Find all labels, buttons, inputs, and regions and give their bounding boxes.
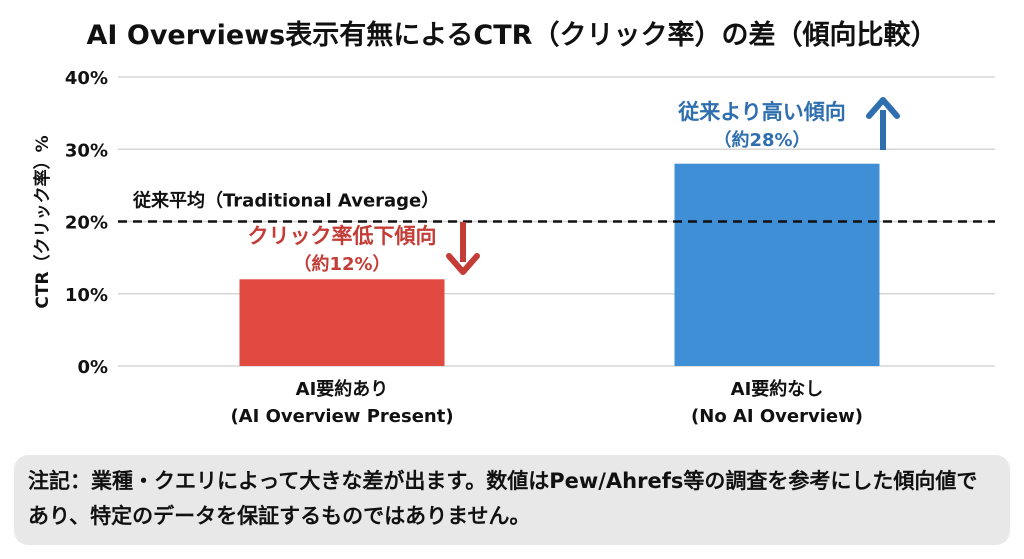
y-tick-label: 40% [65, 68, 108, 89]
bar [239, 279, 445, 366]
x-tick-label: (No AI Overview) [691, 406, 863, 427]
arrow-up-head-icon [866, 97, 900, 119]
y-tick-label: 20% [65, 213, 108, 234]
annotation-text: （約12%） [293, 253, 390, 275]
annotation-text: （約28%） [713, 129, 810, 151]
chart-title: AI Overviews表示有無によるCTR（クリック率）の差（傾向比較） [87, 19, 938, 51]
y-axis-label: CTR（クリック率）% [32, 135, 53, 308]
y-tick-label: 10% [65, 285, 108, 306]
y-tick-label: 0% [77, 357, 108, 378]
bar [674, 163, 880, 366]
arrow-down-head-icon [446, 253, 480, 275]
reference-line-label: 従来平均（Traditional Average） [132, 190, 439, 212]
note-text: 注記：業種・クエリによって大きな差が出ます。数値はPew/Ahrefs等の調査を… [28, 469, 978, 528]
annotation-text: クリック率低下傾向 [248, 224, 437, 248]
x-tick-label: (AI Overview Present) [230, 406, 453, 427]
note-box: 注記：業種・クエリによって大きな差が出ます。数値はPew/Ahrefs等の調査を… [14, 455, 1010, 545]
annotation-text: 従来より高い傾向 [677, 100, 846, 124]
x-tick-label: AI要約なし [731, 378, 824, 400]
x-tick-label: AI要約あり [296, 378, 389, 400]
y-tick-label: 30% [65, 140, 108, 161]
